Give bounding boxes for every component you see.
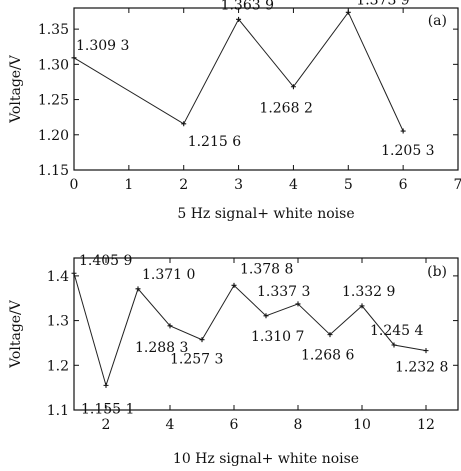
panel-a-data-point <box>345 9 351 15</box>
panel-b-series-line <box>73 273 427 388</box>
panel-a-data-point <box>290 84 296 90</box>
panel-a-y-tick-label: 1.30 <box>38 57 69 73</box>
panel-b-data-point <box>231 282 237 288</box>
panel-a-data-point <box>181 121 187 127</box>
panel-b-data-label: 1.232 8 <box>395 360 448 376</box>
panel-a-series-line <box>73 11 404 132</box>
panel-a-plot-frame <box>73 7 459 171</box>
panel-a-y-tick-label: 1.35 <box>38 22 69 38</box>
panel-a-y-axis-label: Voltage/V <box>8 54 24 124</box>
panel-b-data-point <box>423 348 429 354</box>
panel-a-y-tick-label: 1.15 <box>38 163 69 179</box>
panel-b-data-point <box>135 286 141 292</box>
panel-a-x-tick-label: 2 <box>179 177 188 193</box>
panel-a-y-tick-label: 1.25 <box>38 93 69 109</box>
panel-b-data-point <box>263 313 269 319</box>
panel-b-data-point <box>359 303 365 309</box>
panel-b-x-tick-label: 10 <box>353 417 371 433</box>
panel-b-y-tick-label: 1.1 <box>47 403 69 419</box>
panel-b-data-point <box>199 337 205 343</box>
panel-b-data-label: 1.155 1 <box>81 401 134 417</box>
panel-b-data-label: 1.288 3 <box>135 340 188 356</box>
panel-a-data-label: 1.363 9 <box>221 0 274 13</box>
panel-a-data-label: 1.373 9 <box>356 0 409 8</box>
panel-a-x-tick-label: 4 <box>289 177 298 193</box>
panel-b-data-label: 1.378 8 <box>240 261 293 277</box>
panel-a-x-tick-label: 0 <box>70 177 79 193</box>
panel-a-x-tick-label: 6 <box>399 177 408 193</box>
panel-a-y-tick-label: 1.20 <box>38 128 69 144</box>
panel-b-panel-label: (b) <box>427 264 447 280</box>
panel-b-data-point <box>103 382 109 388</box>
panel-a-x-tick-label: 7 <box>454 177 461 193</box>
panel-a-data-point <box>400 128 406 134</box>
panel-a-x-axis-label: 5 Hz signal+ white noise <box>177 206 354 222</box>
panel-b-data-label: 1.332 9 <box>342 284 395 300</box>
panel-b-data-label: 1.371 0 <box>142 267 195 283</box>
panel-b-x-tick-label: 8 <box>294 417 303 433</box>
panel-b-x-tick-label: 2 <box>102 417 111 433</box>
panel-a-x-tick-label: 3 <box>234 177 243 193</box>
panel-b-data-point <box>391 342 397 348</box>
panel-a-x-tick-label: 5 <box>344 177 353 193</box>
panel-a-x-tick-label: 1 <box>124 177 133 193</box>
panel-b-data-label: 1.405 9 <box>79 253 132 269</box>
panel-b-data-label: 1.245 4 <box>370 323 424 339</box>
panel-a-data-label: 1.309 3 <box>76 38 129 54</box>
panel-a-data-point <box>71 55 77 61</box>
panel-b-y-tick-label: 1.4 <box>47 269 69 285</box>
panel-b-data-point <box>327 332 333 338</box>
panel-b-y-tick-label: 1.3 <box>47 314 69 330</box>
panel-b-data-label: 1.310 7 <box>251 329 304 345</box>
panel-b-y-axis-label: Voltage/V <box>8 299 24 369</box>
panel-b-x-tick-label: 4 <box>166 417 175 433</box>
panel-b-x-tick-label: 6 <box>230 417 239 433</box>
panel-b-x-axis-label: 10 Hz signal+ white noise <box>173 451 359 467</box>
panel-a-data-label: 1.205 3 <box>381 143 434 159</box>
panel-a-data-point <box>236 16 242 22</box>
panel-a-panel-label: (a) <box>428 13 447 29</box>
panel-b-data-label: 1.337 3 <box>257 284 310 300</box>
panel-b-data-label: 1.268 6 <box>301 348 355 364</box>
panel-b-data-point <box>167 323 173 329</box>
panel-b-data-label: 1.257 3 <box>170 352 223 368</box>
panel-a-data-label: 1.268 2 <box>259 101 312 117</box>
panel-b-data-point <box>295 301 301 307</box>
panel-a-data-label: 1.215 6 <box>188 134 242 150</box>
panel-b-y-tick-label: 1.2 <box>47 358 69 374</box>
panel-b-x-tick-label: 12 <box>417 417 435 433</box>
panel-b-plot-frame <box>73 257 459 411</box>
panel-b-data-point <box>71 270 77 276</box>
